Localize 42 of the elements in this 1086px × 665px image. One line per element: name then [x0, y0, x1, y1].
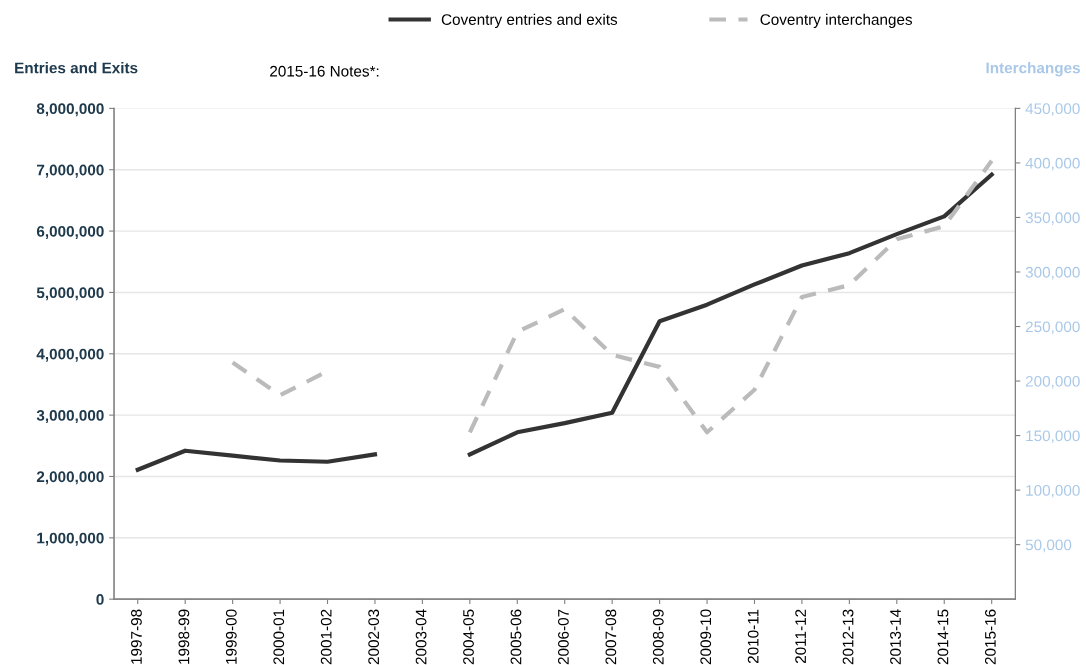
x-tick-label: 1999-00: [225, 609, 237, 664]
legend-label: Coventry interchanges: [760, 13, 913, 28]
y-tick-label: 2,000,000: [36, 471, 104, 485]
text: 2015-16 Notes*:: [270, 65, 379, 77]
x-tick-label: 2008-09: [652, 609, 664, 665]
y-tick-label: 8,000,000: [36, 103, 104, 117]
x-tick-label: 2013-14: [890, 609, 901, 665]
x-tick-label: 2012-13: [842, 609, 854, 665]
x-tick-label: 2009-10: [700, 609, 712, 665]
y2-tick-label: 400,000: [1025, 157, 1080, 171]
y-tick-label: 6,000,000: [36, 225, 104, 239]
x-tick-label: 2001-02: [320, 609, 332, 665]
x-tick-label: 2006-07: [558, 609, 569, 665]
x-tick-label: 2011-12: [795, 609, 807, 664]
y2-tick-label: 50,000: [1025, 539, 1072, 553]
legend-label: Coventry entries and exits: [441, 13, 618, 28]
y2-tick-label: 300,000: [1025, 266, 1080, 280]
y-tick-label: 3,000,000: [36, 409, 104, 424]
y-tick-label: 5,000,000: [36, 287, 104, 301]
y2-tick-label: 450,000: [1025, 103, 1080, 116]
y2-tick-label: 250,000: [1025, 321, 1080, 335]
y2-tick-label: 150,000: [1026, 430, 1080, 444]
y2-axis-title: Interchanges: [986, 62, 1080, 77]
x-tick-label: 2007-08: [605, 609, 617, 665]
x-tick-label: 2004-05: [463, 609, 474, 665]
y-tick-label: 1,000,000: [37, 532, 104, 546]
x-tick-label: 1997-98: [131, 609, 142, 664]
y-axis-title: Entries and Exits: [15, 62, 138, 74]
x-tick-label: 1998-99: [178, 609, 190, 664]
x-tick-label: 2003-04: [415, 609, 427, 665]
y2-tick-label: 100,000: [1026, 484, 1080, 498]
y-tick-label: 0: [96, 594, 104, 605]
x-tick-label: 2014-15: [937, 609, 949, 665]
y-tick-label: 7,000,000: [37, 164, 104, 178]
x-tick-label: 2002-03: [368, 609, 380, 665]
x-tick-label: 2000-01: [273, 609, 285, 665]
y2-tick-label: 350,000: [1025, 212, 1080, 225]
x-tick-label: 2005-06: [510, 609, 522, 665]
y2-tick-label: 200,000: [1025, 375, 1080, 389]
y-tick-label: 4,000,000: [36, 348, 104, 362]
x-tick-label: 2015-16: [984, 609, 996, 665]
x-tick-label: 2010-11: [747, 609, 759, 664]
